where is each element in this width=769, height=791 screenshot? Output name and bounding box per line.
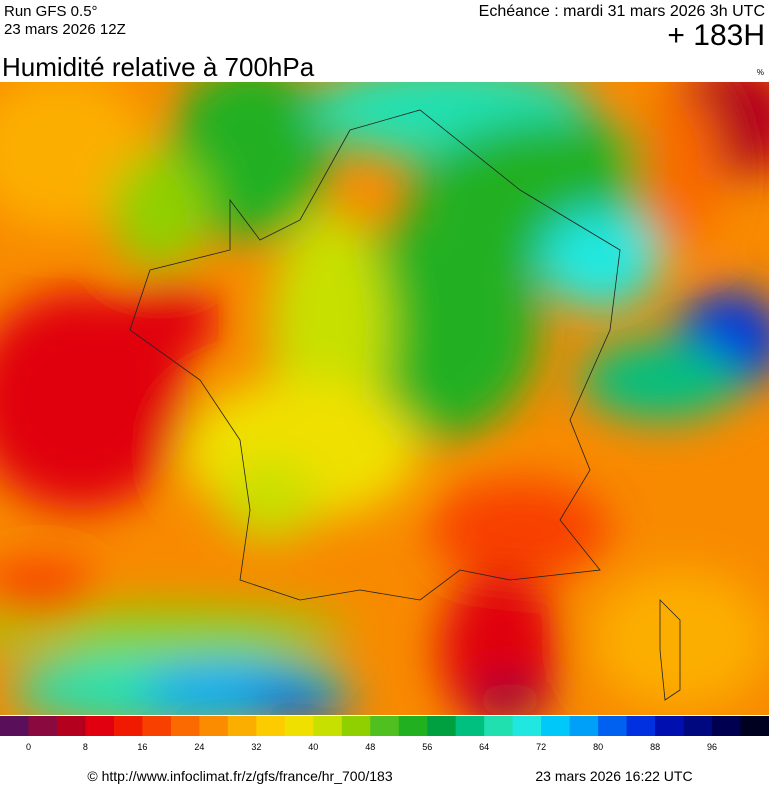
legend-swatch [85,716,115,736]
legend-tick-label: 96 [707,742,717,752]
legend-swatch [712,716,742,736]
legend-swatch [398,716,428,736]
legend-tick-label: 24 [194,742,204,752]
run-label: Run GFS 0.5° [4,3,98,20]
legend-tick-label: 8 [83,742,88,752]
unit: % [757,68,764,77]
legend-swatch [484,716,514,736]
legend-tick-label: 72 [536,742,546,752]
legend-tick-label: 80 [593,742,603,752]
legend-swatch [541,716,571,736]
legend-swatch [740,716,769,736]
legend-swatch [170,716,200,736]
legend-swatch [56,716,86,736]
legend-swatch [256,716,286,736]
legend: 0 8 16 24 32 40 48 56 64 72 80 88 96 [0,716,769,752]
legend-tick-label: 56 [422,742,432,752]
legend-swatch [227,716,257,736]
lead-time: + 183H [667,19,765,52]
map-title: Humidité relative à 700hPa [2,52,315,82]
legend-tick-label: 32 [251,742,261,752]
legend-swatch [455,716,485,736]
legend-swatch [655,716,685,736]
legend-swatch [512,716,542,736]
legend-swatch [142,716,172,736]
legend-swatch [598,716,628,736]
legend-swatch [626,716,656,736]
legend-tick-label: 88 [650,742,660,752]
legend-tick-label: 16 [137,742,147,752]
footer-stamp: 23 mars 2026 16:22 UTC [535,768,692,784]
legend-tick-label: 48 [365,742,375,752]
legend-swatch [370,716,400,736]
footer-url: © http://www.infoclimat.fr/z/gfs/france/… [87,768,392,784]
legend-swatch [569,716,599,736]
legend-tick-label: 0 [26,742,31,752]
legend-swatch [0,716,29,736]
legend-tick-label: 40 [308,742,318,752]
legend-swatch [427,716,457,736]
legend-swatch [341,716,371,736]
legend-swatch [313,716,343,736]
legend-swatch [683,716,713,736]
legend-swatch [284,716,314,736]
legend-tick-label: 64 [479,742,489,752]
map [0,82,769,715]
run-date: 23 mars 2026 12Z [4,21,126,38]
legend-swatch [28,716,58,736]
legend-swatch [113,716,143,736]
legend-swatch [199,716,229,736]
echeance: Echéance : mardi 31 mars 2026 3h UTC [479,3,765,20]
